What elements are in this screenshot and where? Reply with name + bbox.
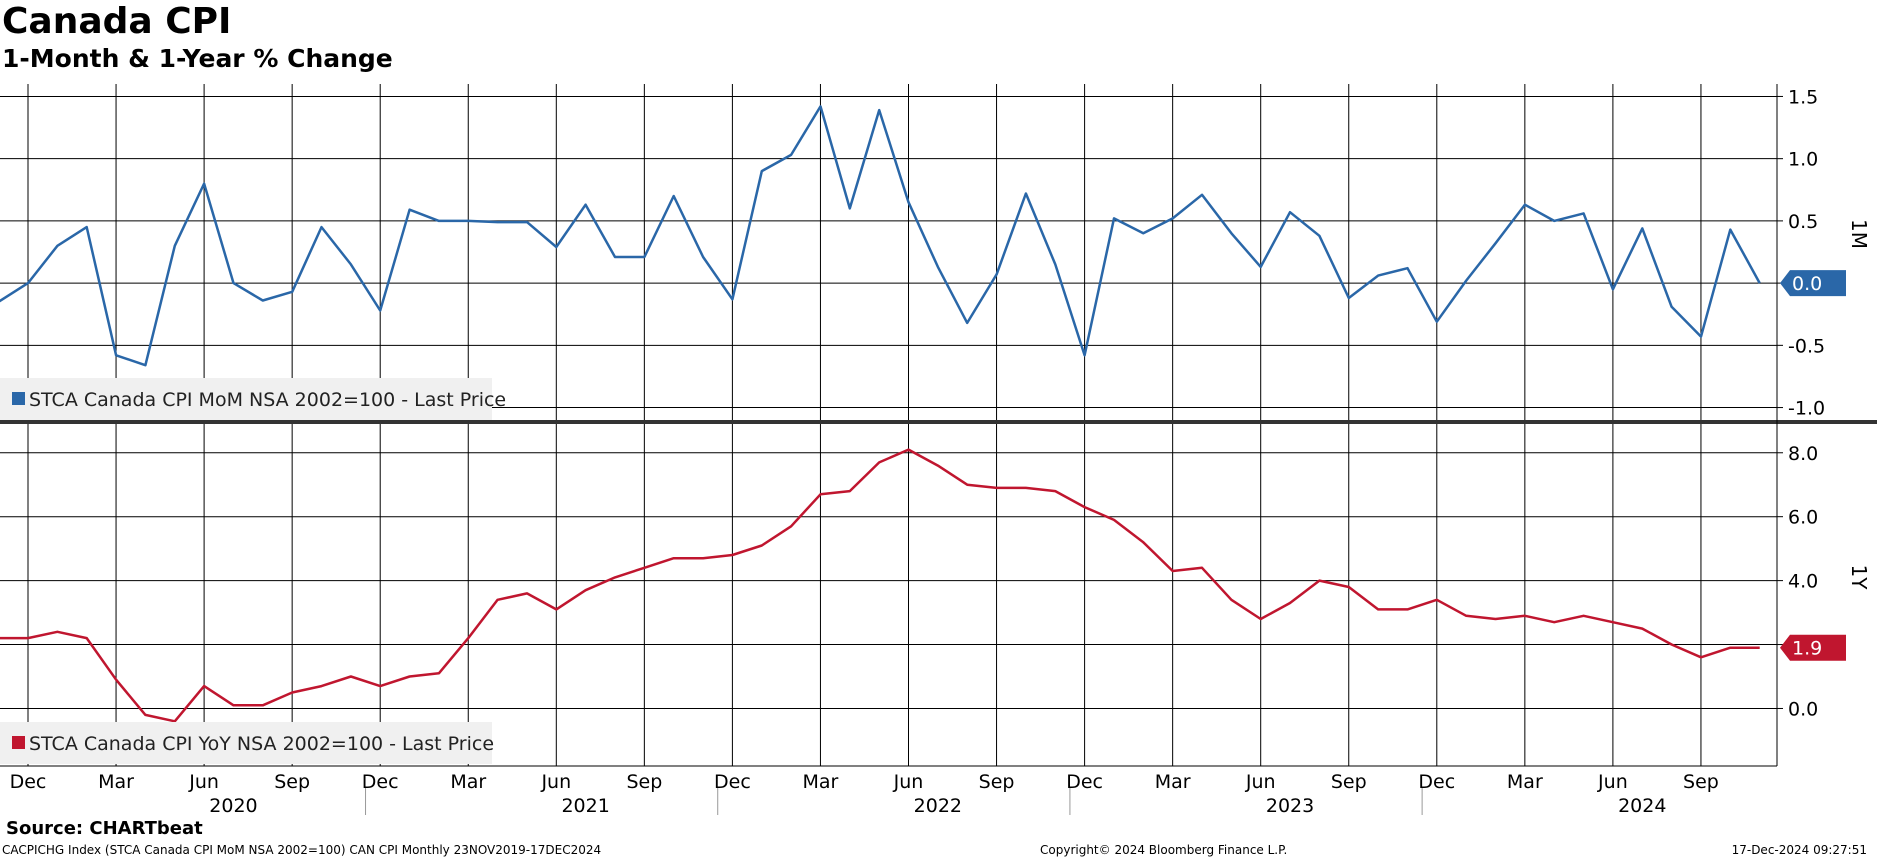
x-tick-label: Jun [893, 771, 924, 793]
x-tick-label: Dec [1418, 771, 1455, 793]
last-value-tag [1780, 270, 1846, 297]
x-tick-label: Jun [188, 771, 219, 793]
footer-index-info: CACPICHG Index (STCA Canada CPI MoM NSA … [2, 843, 602, 857]
x-tick-label: Mar [98, 771, 134, 793]
x-tick-label: Sep [626, 771, 662, 793]
y-tick-label: -0.5 [1788, 335, 1825, 357]
y-tick-label: 8.0 [1788, 443, 1818, 465]
x-tick-label: Mar [450, 771, 486, 793]
y-tick-label: -1.0 [1788, 398, 1825, 420]
y-tick-label: 1.5 [1788, 86, 1818, 108]
x-tick-label: Sep [1683, 771, 1719, 793]
x-tick-label: Mar [1155, 771, 1191, 793]
x-tick-label: Sep [979, 771, 1015, 793]
x-tick-label: Dec [1066, 771, 1103, 793]
x-tick-label: Mar [1507, 771, 1543, 793]
y-tick-label: 1.0 [1788, 149, 1818, 171]
x-year-label: 2021 [561, 795, 609, 817]
mom-series-line [0, 105, 1761, 367]
y-axis-label: 1Y [1847, 565, 1871, 591]
x-tick-label: Mar [803, 771, 839, 793]
x-year-label: 2024 [1618, 795, 1666, 817]
footer-timestamp: 17-Dec-2024 09:27:51 [1731, 843, 1867, 857]
x-tick-label: Sep [1331, 771, 1367, 793]
x-tick-label: Jun [540, 771, 571, 793]
x-tick-label: Jun [1597, 771, 1628, 793]
source-note: Source: CHARTbeat [6, 818, 203, 839]
x-year-label: 2022 [914, 795, 962, 817]
x-tick-label: Dec [362, 771, 399, 793]
legend-swatch [12, 736, 25, 749]
footer-copyright: Copyright© 2024 Bloomberg Finance L.P. [1040, 843, 1288, 857]
legend-label: STCA Canada CPI MoM NSA 2002=100 - Last … [29, 389, 506, 411]
legend-box [0, 722, 492, 764]
chart-title: Canada CPI [2, 1, 232, 42]
legend-swatch [12, 392, 25, 405]
last-value-tag [1780, 634, 1846, 661]
legend-box [0, 378, 492, 420]
y-tick-label: 4.0 [1788, 571, 1818, 593]
last-value-label: 0.0 [1792, 273, 1822, 295]
x-year-label: 2023 [1266, 795, 1314, 817]
yoy-series-line [0, 448, 1760, 723]
x-year-label: 2020 [209, 795, 257, 817]
x-tick-label: Sep [274, 771, 310, 793]
x-tick-label: Jun [1245, 771, 1276, 793]
y-tick-label: 0.5 [1788, 211, 1818, 233]
x-tick-label: Dec [10, 771, 47, 793]
legend-label: STCA Canada CPI YoY NSA 2002=100 - Last … [29, 733, 494, 755]
chart-subtitle: 1-Month & 1-Year % Change [2, 44, 393, 73]
y-tick-label: 6.0 [1788, 507, 1818, 529]
last-value-label: 1.9 [1792, 638, 1822, 660]
x-tick-label: Dec [714, 771, 751, 793]
y-axis-label: 1M [1847, 219, 1871, 249]
y-tick-label: 0.0 [1788, 698, 1818, 720]
